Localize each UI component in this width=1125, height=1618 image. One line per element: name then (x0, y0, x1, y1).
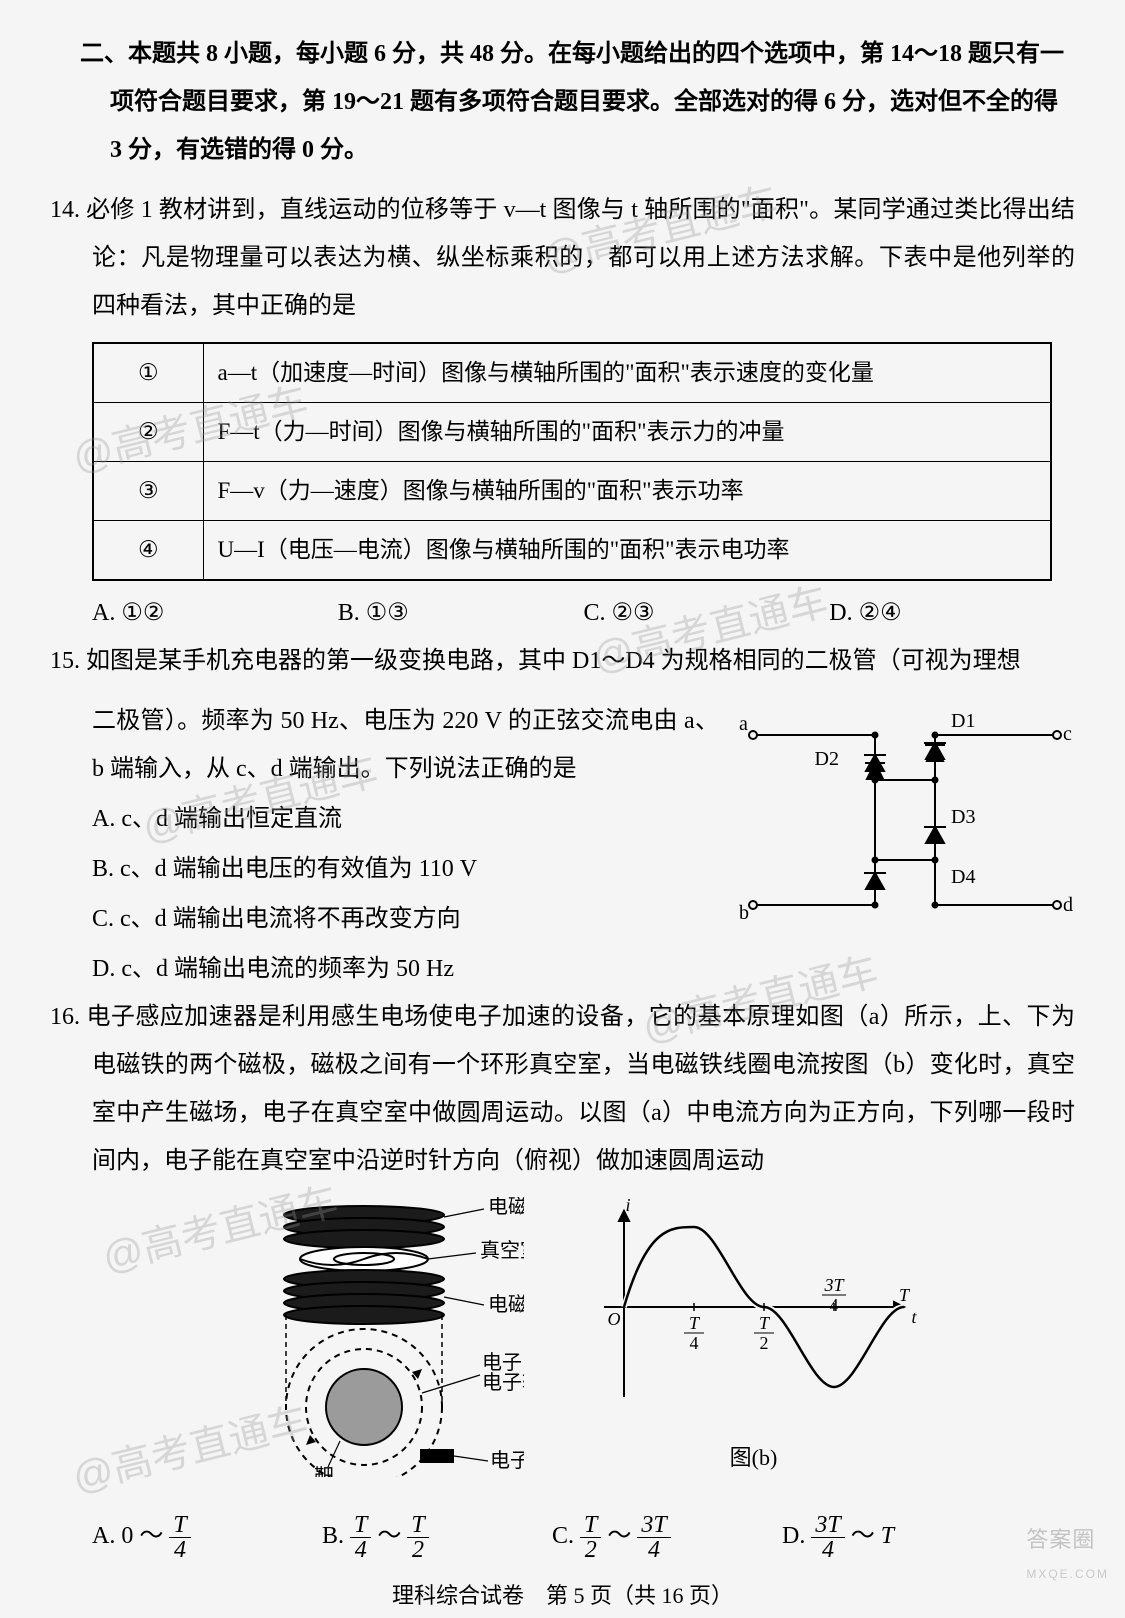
table-row: ④U—I（电压—电流）图像与横轴所围的"面积"表示电功率 (93, 521, 1051, 581)
question-16: 16. 电子感应加速器是利用感生电场使电子加速的设备，它的基本原理如图（a）所示… (50, 993, 1075, 1185)
svg-text:电子枪: 电子枪 (490, 1449, 524, 1472)
svg-text:电磁铁: 电磁铁 (488, 1293, 524, 1316)
svg-text:电磁铁: 电磁铁 (488, 1197, 524, 1218)
row-num: ④ (93, 521, 203, 581)
svg-text:i: i (625, 1197, 630, 1215)
svg-text:O: O (607, 1309, 620, 1329)
fig-b-caption: 图(b) (584, 1436, 924, 1480)
option-d: D. 3T4 ～ T (782, 1512, 1012, 1562)
svg-text:4: 4 (689, 1333, 698, 1353)
option-a: A. 0 ～ T4 (92, 1512, 322, 1562)
option-d: D. ②④ (829, 589, 1075, 637)
label-d1: D1 (951, 710, 975, 732)
table-row: ③F—v（力—速度）图像与横轴所围的"面积"表示功率 (93, 462, 1051, 521)
question-14: 14. 必修 1 教材讲到，直线运动的位移等于 v—t 图像与 t 轴所围的"面… (50, 186, 1075, 330)
row-text: F—t（力—时间）图像与横轴所围的"面积"表示力的冲量 (203, 403, 1051, 462)
q15-option-d: D. c、d 端输出电流的频率为 50 Hz (50, 945, 719, 993)
svg-text:电子: 电子 (482, 1351, 522, 1374)
svg-text:真空室: 真空室 (480, 1239, 524, 1262)
option-c: C. ②③ (584, 589, 830, 637)
svg-text:2: 2 (759, 1333, 768, 1353)
row-text: a—t（加速度—时间）图像与横轴所围的"面积"表示速度的变化量 (203, 343, 1051, 403)
page-footer: 理科综合试卷 第 5 页（共 16 页） (50, 1574, 1075, 1618)
q15-stem-line: 15. 如图是某手机充电器的第一级变换电路，其中 D1～D4 为规格相同的二极管… (92, 637, 1075, 685)
section-header: 二、本题共 8 小题，每小题 6 分，共 48 分。在每小题给出的四个选项中，第… (80, 30, 1075, 174)
svg-text:T: T (688, 1313, 700, 1333)
label-d3: D3 (951, 806, 975, 828)
svg-text:3T: 3T (823, 1275, 845, 1295)
question-15: 15. 如图是某手机充电器的第一级变换电路，其中 D1～D4 为规格相同的二极管… (50, 637, 1075, 685)
label-d: d (1063, 894, 1073, 916)
q16-options: A. 0 ～ T4 B. T4 ～ T2 C. T2 ～ 3T4 D. 3T4 … (92, 1512, 1075, 1562)
option-b: B. ①③ (338, 589, 584, 637)
q15-option-c: C. c、d 端输出电流将不再改变方向 (50, 895, 719, 943)
svg-text:电子轨道: 电子轨道 (482, 1371, 524, 1394)
row-num: ① (93, 343, 203, 403)
option-a: A. ①② (92, 589, 338, 637)
row-num: ③ (93, 462, 203, 521)
fig-b-svg: O i t T4 T2 3T4 T (584, 1197, 924, 1417)
q14-stem: 14. 必修 1 教材讲到，直线运动的位移等于 v—t 图像与 t 轴所围的"面… (92, 186, 1075, 330)
q15-option-a: A. c、d 端输出恒定直流 (50, 795, 719, 843)
row-text: U—I（电压—电流）图像与横轴所围的"面积"表示电功率 (203, 521, 1051, 581)
fig-a-container: 电磁铁 真空室 电磁铁 电子 电子轨道 电子枪 靶 (244, 1197, 524, 1496)
option-b: B. T4 ～ T2 (322, 1512, 552, 1562)
row-text: F—v（力—速度）图像与横轴所围的"面积"表示功率 (203, 462, 1051, 521)
fig-a-svg: 电磁铁 真空室 电磁铁 电子 电子轨道 电子枪 靶 (244, 1197, 524, 1477)
label-c: c (1063, 723, 1072, 745)
corner-watermark: 答案圈 MXQE.COM (1026, 1518, 1109, 1586)
q15-wrap-text: 二极管）。频率为 50 Hz、电压为 220 V 的正弦交流电由 a、b 端输入… (50, 697, 719, 793)
svg-text:T: T (898, 1285, 910, 1305)
label-b: b (739, 902, 749, 924)
circuit-svg: a b c d D1 D2 D3 D4 (735, 705, 1075, 935)
label-a: a (739, 713, 748, 735)
row-num: ② (93, 403, 203, 462)
fig-b-container: O i t T4 T2 3T4 T 图(b) (584, 1197, 924, 1496)
table-row: ①a—t（加速度—时间）图像与横轴所围的"面积"表示速度的变化量 (93, 343, 1051, 403)
q14-table: ①a—t（加速度—时间）图像与横轴所围的"面积"表示速度的变化量 ②F—t（力—… (92, 342, 1052, 581)
table-row: ②F—t（力—时间）图像与横轴所围的"面积"表示力的冲量 (93, 403, 1051, 462)
label-d4: D4 (951, 866, 975, 888)
q16-stem: 16. 电子感应加速器是利用感生电场使电子加速的设备，它的基本原理如图（a）所示… (92, 993, 1075, 1185)
svg-text:t: t (911, 1307, 917, 1327)
q15-option-b: B. c、d 端输出电压的有效值为 110 V (50, 845, 719, 893)
label-d2: D2 (815, 748, 839, 770)
option-c: C. T2 ～ 3T4 (552, 1512, 782, 1562)
q14-options: A. ①② B. ①③ C. ②③ D. ②④ (92, 589, 1075, 637)
svg-text:靶: 靶 (314, 1465, 334, 1477)
svg-text:T: T (758, 1313, 770, 1333)
q15-circuit-figure: a b c d D1 D2 D3 D4 (735, 697, 1075, 993)
